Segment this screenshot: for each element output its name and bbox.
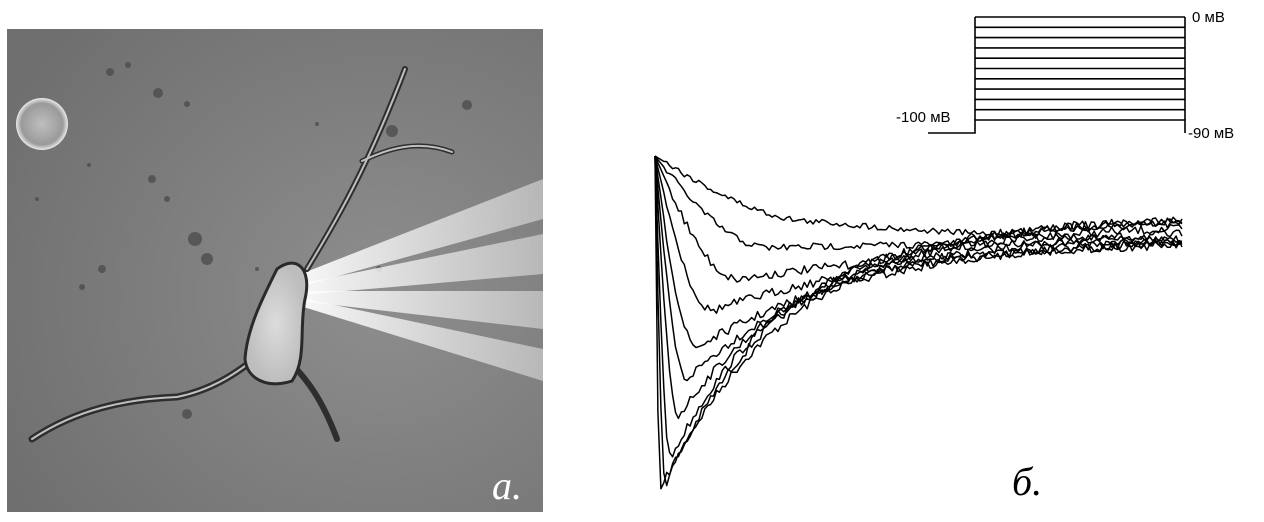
current-traces-plot: 0 мВ -100 мВ -90 мВ	[654, 9, 1234, 490]
current-trace-7	[654, 155, 1183, 283]
current-trace-0	[654, 155, 1183, 490]
holding-voltage-label: -100 мВ	[896, 109, 951, 126]
current-trace-9	[654, 155, 1183, 243]
panel-a-label: a.	[492, 463, 522, 508]
current-trace-1	[654, 155, 1183, 487]
micrograph-panel	[7, 29, 543, 512]
current-trace-8	[654, 155, 1183, 251]
current-trace-5	[654, 155, 1183, 349]
current-trace-2	[654, 155, 1183, 458]
protocol-baseline	[928, 119, 1186, 134]
voltage-protocol	[928, 16, 1186, 134]
panel-b-label: б.	[1012, 459, 1043, 504]
current-trace-3	[654, 155, 1183, 420]
current-trace-4	[654, 155, 1183, 382]
top-voltage-label: 0 мВ	[1192, 9, 1225, 26]
bottom-voltage-label: -90 мВ	[1188, 125, 1234, 142]
current-traces-panel: 0 мВ -100 мВ -90 мВ	[560, 0, 1264, 517]
neuron-micrograph	[7, 29, 543, 512]
